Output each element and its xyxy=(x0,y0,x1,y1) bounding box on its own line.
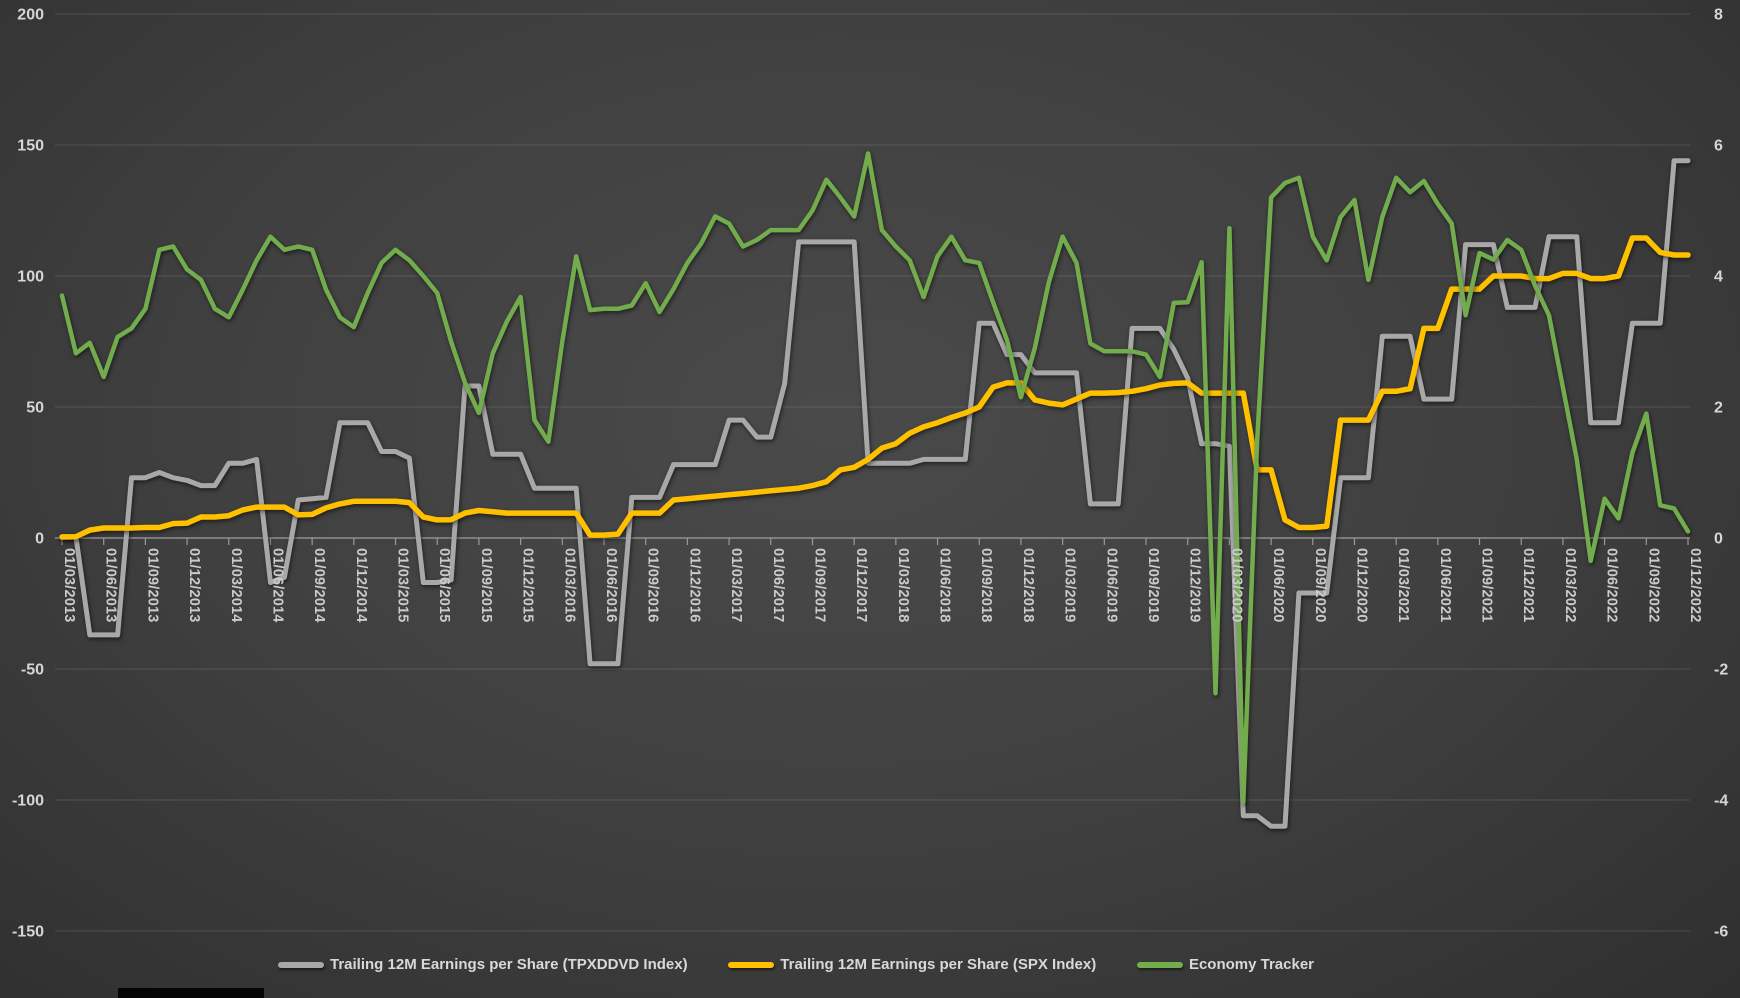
series-spx-line[interactable] xyxy=(59,235,1691,540)
x-axis-tick-label: 01/12/2016 xyxy=(686,548,702,623)
x-axis-tick-label: 01/09/2020 xyxy=(1312,548,1328,623)
x-axis-tick-label: 01/03/2019 xyxy=(1062,548,1078,623)
x-axis-tick-label: 01/03/2017 xyxy=(728,548,744,623)
right-axis-tick-label: -4 xyxy=(1714,793,1728,810)
x-axis-tick-label: 01/12/2021 xyxy=(1520,548,1536,623)
x-axis-tick-label: 01/06/2022 xyxy=(1604,548,1620,623)
x-axis-tick-label: 01/09/2018 xyxy=(978,548,994,623)
left-axis-tick-label: 100 xyxy=(17,269,44,286)
x-axis-tick-label: 01/12/2022 xyxy=(1687,548,1703,623)
right-axis-tick-label: 2 xyxy=(1714,400,1723,417)
series-group xyxy=(59,151,1691,829)
x-axis-tick-label: 01/06/2020 xyxy=(1270,548,1286,623)
right-axis-tick-label: -6 xyxy=(1714,924,1728,941)
legend-item-economy-tracker[interactable]: Economy Tracker xyxy=(1136,956,1314,973)
gridlines-group xyxy=(55,13,1690,932)
left-axis-tick-label: 50 xyxy=(26,400,44,417)
right-axis-tick-label: 0 xyxy=(1714,531,1723,548)
left-axis-tick-label: -100 xyxy=(12,793,44,810)
left-axis-tick-label: 150 xyxy=(17,138,44,155)
x-axis-tick-label: 01/09/2019 xyxy=(1145,548,1161,623)
legend-swatch-tpxddvd-icon xyxy=(278,961,324,968)
x-axis-tick-label: 01/03/2018 xyxy=(895,548,911,623)
left-axis-tick-label: -50 xyxy=(21,662,44,679)
x-axis-tick-label: 01/09/2021 xyxy=(1479,548,1495,623)
x-axis-tick-label: 01/06/2017 xyxy=(770,548,786,623)
right-axis-tick-label: -2 xyxy=(1714,662,1728,679)
left-axis-labels: 200 150 100 50 0 -50 -100 -150 xyxy=(12,7,44,941)
right-axis-tick-label: 6 xyxy=(1714,138,1723,155)
x-axis-tick-label: 01/03/2022 xyxy=(1562,548,1578,623)
bottom-left-black-bar xyxy=(118,988,264,998)
x-axis-tick-label: 01/03/2016 xyxy=(561,548,577,623)
x-axis-tick-label: 01/12/2018 xyxy=(1020,548,1036,623)
series-economy-tracker-line[interactable] xyxy=(59,151,1691,805)
legend-swatch-economy-tracker-icon xyxy=(1136,961,1183,968)
x-axis-tick-label: 01/03/2021 xyxy=(1395,548,1411,623)
left-axis-tick-label: -150 xyxy=(12,924,44,941)
x-axis-tick-label: 01/09/2022 xyxy=(1645,548,1661,623)
x-axis-tick-label: 01/12/2019 xyxy=(1187,548,1203,623)
axis-group xyxy=(61,538,1689,545)
left-axis-tick-label: 200 xyxy=(17,7,44,24)
x-axis-tick-label: 01/03/2015 xyxy=(395,548,411,623)
right-axis-tick-label: 4 xyxy=(1714,269,1723,286)
x-axis-tick-label: 01/06/2018 xyxy=(937,548,953,623)
right-axis-labels: 8 6 4 2 0 -2 -4 -6 xyxy=(1714,7,1728,941)
legend-label-tpxddvd: Trailing 12M Earnings per Share (TPXDDVD… xyxy=(330,956,688,973)
left-axis-tick-label: 0 xyxy=(35,531,44,548)
x-axis-tick-label: 01/06/2019 xyxy=(1103,548,1119,623)
x-axis-tick-label: 01/06/2013 xyxy=(103,548,119,623)
x-axis-tick-label: 01/09/2015 xyxy=(478,548,494,623)
x-axis-labels: 01/03/2013 01/06/2013 01/09/2013 01/12/2013… xyxy=(61,548,1703,623)
legend-label-spx: Trailing 12M Earnings per Share (SPX Ind… xyxy=(780,956,1097,973)
x-axis-tick-label: 01/12/2014 xyxy=(353,548,369,623)
legend-item-tpxddvd[interactable]: Trailing 12M Earnings per Share (TPXDDVD… xyxy=(278,956,688,973)
x-axis-tick-label: 01/03/2013 xyxy=(61,548,77,623)
x-axis-tick-label: 01/09/2014 xyxy=(311,548,327,623)
x-axis-tick-label: 01/09/2016 xyxy=(645,548,661,623)
x-axis-tick-label: 01/09/2017 xyxy=(811,548,827,623)
legend: Trailing 12M Earnings per Share (TPXDDVD… xyxy=(278,956,1314,973)
right-axis-tick-label: 8 xyxy=(1714,7,1723,24)
x-axis-tick-label: 01/03/2014 xyxy=(228,548,244,623)
x-axis-tick-label: 01/12/2013 xyxy=(186,548,202,623)
x-axis-tick-label: 01/03/2020 xyxy=(1228,548,1244,623)
x-axis-tick-label: 01/12/2017 xyxy=(853,548,869,623)
legend-item-spx[interactable]: Trailing 12M Earnings per Share (SPX Ind… xyxy=(728,956,1096,973)
series-tpxddvd-line[interactable] xyxy=(59,158,1691,829)
x-axis-tick-label: 01/12/2015 xyxy=(520,548,536,623)
x-axis-tick-label: 01/12/2020 xyxy=(1353,548,1369,623)
legend-swatch-spx-icon xyxy=(728,961,775,968)
x-axis-tick-label: 01/06/2014 xyxy=(269,548,285,623)
x-axis-tick-label: 01/06/2021 xyxy=(1437,548,1453,623)
x-axis-tick-label: 01/06/2015 xyxy=(436,548,452,623)
legend-label-economy-tracker: Economy Tracker xyxy=(1188,956,1314,973)
x-axis-tick-label: 01/06/2016 xyxy=(603,548,619,623)
x-axis-tick-label: 01/09/2013 xyxy=(144,548,160,623)
